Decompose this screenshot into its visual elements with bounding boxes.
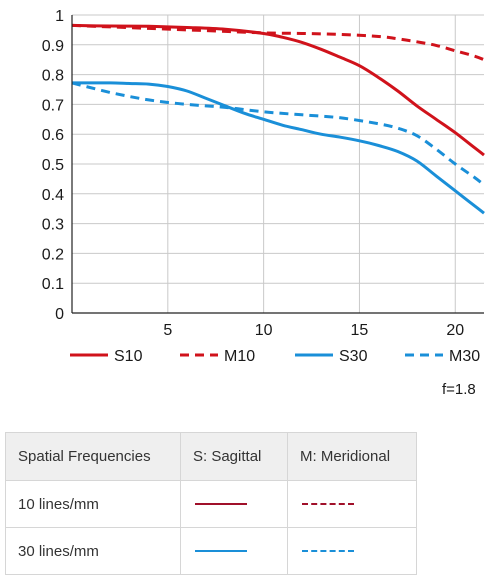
swatch-meridional-10 [287, 480, 417, 528]
y-tick-label: 1 [55, 8, 64, 25]
chart-tick-labels: 00.10.20.30.40.50.60.70.80.915 10 15 20 [42, 8, 465, 339]
y-tick-label: 0.8 [42, 68, 64, 85]
series-line-s30 [72, 81, 485, 215]
dashed-line-swatch [302, 550, 354, 552]
y-tick-label: 0.3 [42, 217, 64, 234]
chart-axes [71, 15, 484, 314]
row-label-30: 30 lines/mm [5, 527, 181, 575]
swatch-sagittal-30 [180, 527, 288, 575]
x-tick-label: 5 [163, 322, 172, 339]
solid-line-swatch [195, 550, 247, 552]
legend-label-s30: S30 [339, 348, 368, 365]
row-label-10: 10 lines/mm [5, 480, 181, 528]
chart-grid [72, 14, 484, 314]
y-tick-label: 0.7 [42, 97, 64, 114]
header-sagittal: S: Sagittal [180, 432, 288, 481]
y-tick-label: 0.4 [42, 187, 64, 204]
y-tick-label: 0 [55, 306, 64, 323]
series-line-m30 [71, 81, 485, 187]
header-spatial-frequencies: Spatial Frequencies [5, 432, 181, 481]
mtf-chart: 00.10.20.30.40.50.60.70.80.915 10 15 20 S10… [42, 8, 485, 365]
series-line-s10 [71, 23, 485, 157]
aperture-label: f=1.8 [442, 381, 476, 398]
x-tick-label: 10 [255, 322, 273, 339]
series-line-m10 [71, 23, 485, 62]
chart-legend: S10 M10 S30 M30 [70, 348, 480, 365]
table-row: 30 lines/mm [5, 527, 417, 575]
swatch-meridional-30 [287, 527, 417, 575]
x-tick-label: 20 [446, 322, 464, 339]
y-tick-label: 0.5 [42, 157, 64, 174]
legend-label-m10: M10 [224, 348, 255, 365]
y-tick-label: 0.6 [42, 127, 64, 144]
legend-label-m30: M30 [449, 348, 480, 365]
legend-label-s10: S10 [114, 348, 143, 365]
x-tick-label: 15 [351, 322, 369, 339]
y-tick-label: 0.9 [42, 38, 64, 55]
y-tick-label: 0.1 [42, 276, 64, 293]
y-tick-label: 0.2 [42, 246, 64, 263]
table-row: 10 lines/mm [5, 480, 417, 528]
spatial-frequency-table: Spatial Frequencies S: Sagittal M: Merid… [5, 432, 417, 575]
dashed-line-swatch [302, 503, 354, 505]
swatch-sagittal-10 [180, 480, 288, 528]
header-meridional: M: Meridional [287, 432, 417, 481]
chart-series [71, 23, 485, 215]
solid-line-swatch [195, 503, 247, 505]
table-header-row: Spatial Frequencies S: Sagittal M: Merid… [5, 432, 417, 481]
